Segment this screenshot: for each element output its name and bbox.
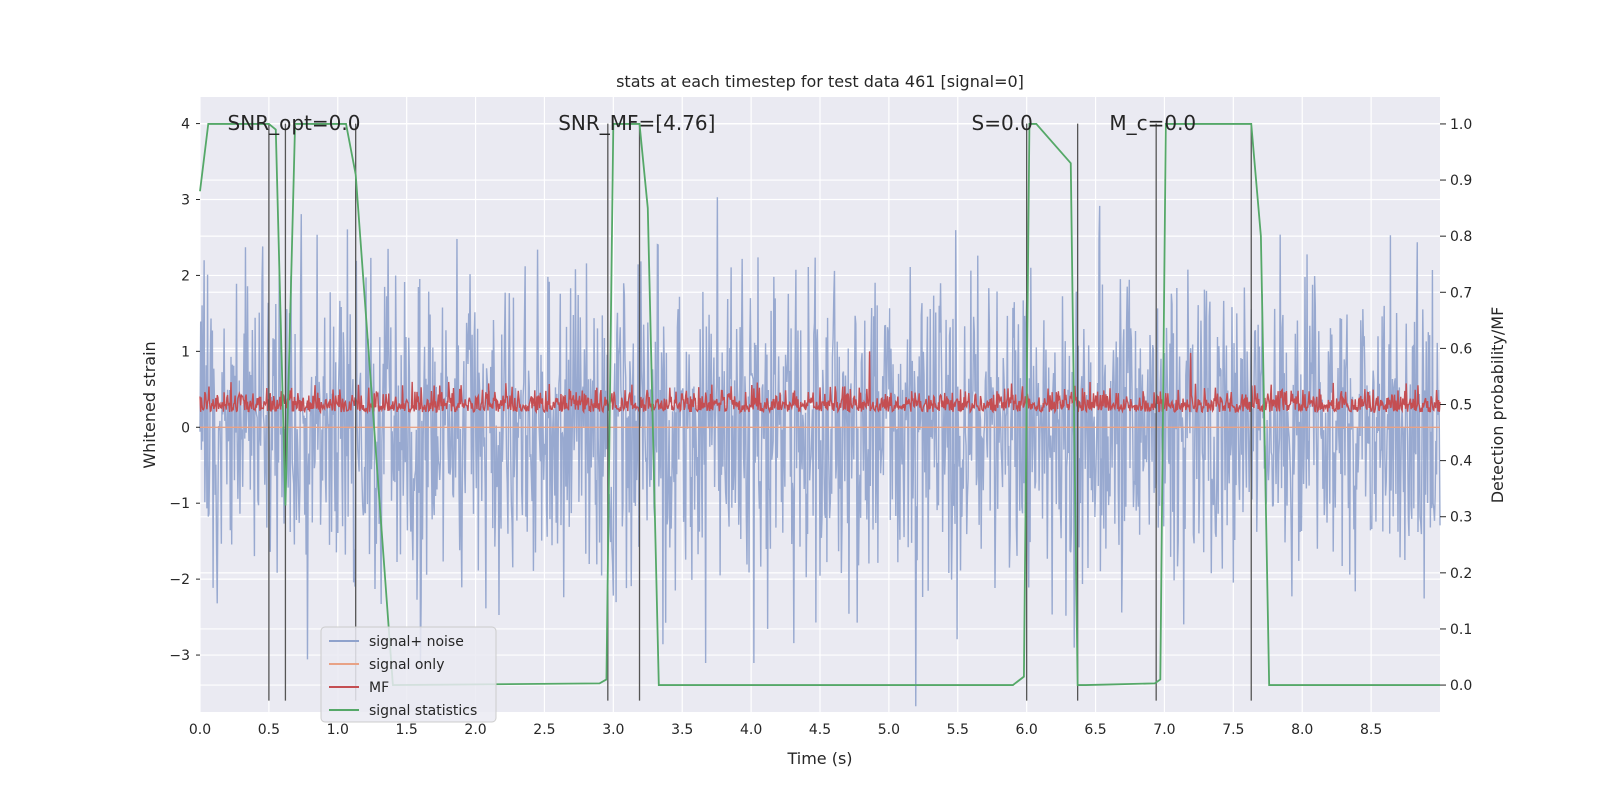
x-tick-label: 6.5 [1084, 722, 1106, 738]
y2-tick-label: 0.6 [1450, 341, 1472, 357]
y-tick-label: 1 [181, 344, 190, 360]
annotation-text: S=0.0 [972, 111, 1033, 135]
series-mf [199, 351, 1441, 415]
y2-tick-label: 0.5 [1450, 398, 1472, 414]
legend-label: signal+ noise [369, 634, 464, 650]
left-tick-labels: −3 −2 −1 0 1 2 3 4 [169, 117, 200, 664]
legend-box [320, 626, 497, 723]
x-tick-label: 1.5 [396, 722, 418, 738]
y2-tick-label: 0.0 [1450, 678, 1472, 694]
x-tick-label: 3.0 [602, 722, 624, 738]
y2-tick-label: 0.4 [1450, 454, 1472, 470]
y2-axis-label: Detection probability/MF [1488, 307, 1507, 504]
y-tick-label: 3 [181, 193, 190, 209]
series-layer [199, 123, 1441, 707]
legend: signal+ noise signal only MF signal statist… [320, 626, 497, 723]
y-axis-label: Whitened strain [140, 341, 159, 468]
y2-tick-label: 0.8 [1450, 229, 1472, 245]
right-tick-labels: 0.0 0.1 0.2 0.3 0.4 0.5 0.6 0.7 0.8 0.9 1.0 [1440, 117, 1472, 694]
x-tick-label: 7.5 [1222, 722, 1244, 738]
x-tick-label: 8.5 [1360, 722, 1382, 738]
annotation-text: SNR_MF=[4.76] [558, 111, 715, 135]
y-tick-label: 4 [181, 117, 190, 133]
annotation-text: M_c=0.0 [1109, 111, 1196, 135]
annotation-text: SNR_opt=0.0 [228, 111, 361, 135]
x-tick-label: 2.5 [533, 722, 555, 738]
y-tick-label: −2 [169, 572, 190, 588]
x-tick-label: 4.0 [740, 722, 762, 738]
y2-tick-label: 0.3 [1450, 510, 1472, 526]
legend-label: signal only [369, 657, 444, 673]
x-axis-label: Time (s) [786, 749, 852, 768]
bottom-tick-labels: 0.0 0.5 1.0 1.5 2.0 2.5 3.0 3.5 4.0 4.5 5.0 5.5 6.0 6… [189, 722, 1382, 738]
x-tick-label: 6.0 [1016, 722, 1038, 738]
x-tick-label: 0.0 [189, 722, 211, 738]
y2-tick-label: 0.2 [1450, 566, 1472, 582]
legend-label: MF [369, 680, 389, 696]
x-tick-label: 3.5 [671, 722, 693, 738]
legend-label: signal statistics [369, 703, 477, 719]
y2-tick-label: 0.1 [1450, 622, 1472, 638]
chart-title: stats at each timestep for test data 461… [616, 72, 1024, 91]
y2-tick-label: 0.7 [1450, 285, 1472, 301]
x-tick-label: 2.0 [464, 722, 486, 738]
x-tick-label: 7.0 [1153, 722, 1175, 738]
x-tick-label: 5.5 [947, 722, 969, 738]
x-tick-label: 5.0 [878, 722, 900, 738]
x-tick-label: 8.0 [1291, 722, 1313, 738]
series-signal-noise [199, 197, 1441, 707]
y-tick-label: 0 [181, 420, 190, 436]
y2-tick-label: 0.9 [1450, 173, 1472, 189]
x-tick-label: 1.0 [327, 722, 349, 738]
y-tick-label: 2 [181, 268, 190, 284]
series-signal-statistics [199, 123, 1440, 686]
x-tick-label: 4.5 [809, 722, 831, 738]
annotations: SNR_opt=0.0 SNR_MF=[4.76] S=0.0 M_c=0.0 [228, 111, 1197, 135]
x-tick-label: 0.5 [258, 722, 280, 738]
y-tick-label: −3 [169, 648, 190, 664]
y2-tick-label: 1.0 [1450, 117, 1472, 133]
y-tick-label: −1 [169, 496, 190, 512]
